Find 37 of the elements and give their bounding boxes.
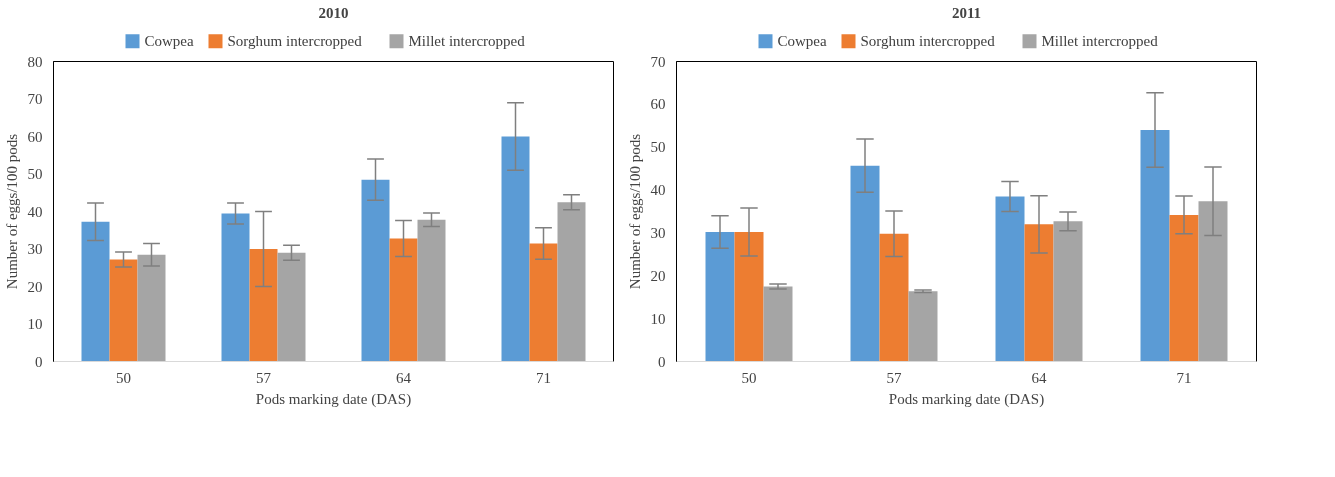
x-tick-label: 64 [1031,369,1047,386]
y-tick-label: 10 [27,316,43,332]
legend-label: Sorghum intercropped [860,33,996,50]
y-tick-label: 20 [27,278,43,295]
legend-label: Cowpea [777,33,827,50]
y-tick-label: 50 [27,166,43,182]
y-tick-label: 70 [650,53,666,70]
x-tick-label: 71 [536,369,551,386]
y-tick-label: 50 [650,139,666,156]
chart-title: 2011 [951,4,982,21]
x-tick-label: 50 [741,369,757,386]
x-axis-title: Pods marking date (DAS) [888,390,1045,408]
x-tick-label: 57 [256,369,272,386]
x-axis-title: Pods marking date (DAS) [255,390,412,408]
legend-label: Millet intercropped [408,33,526,50]
y-tick-label: 30 [650,224,666,241]
y-tick-label: 10 [650,310,666,327]
x-tick-label: 71 [1176,369,1192,386]
x-tick-label: 57 [886,369,902,386]
y-tick-label: 30 [27,241,43,257]
y-tick-label: 40 [27,203,43,220]
y-tick-label: 0 [35,353,43,370]
legend-label: Sorghum intercropped [227,33,363,50]
y-tick-label: 0 [658,353,666,370]
legend-label: Cowpea [144,33,194,50]
y-tick-label: 70 [27,91,43,107]
y-tick-label: 60 [27,128,43,145]
x-tick-label: 50 [116,369,131,386]
y-axis-title: Number of eggs/100 pods [3,133,20,290]
y-tick-label: 80 [27,53,43,70]
y-axis-title: Number of eggs/100 pods [626,133,643,290]
legend-label: Millet intercropped [1041,33,1159,50]
x-tick-label: 64 [396,369,412,386]
chart-title: 2010 [318,4,349,21]
y-tick-label: 40 [650,182,666,199]
y-tick-label: 20 [650,267,666,284]
y-tick-label: 60 [650,96,666,113]
